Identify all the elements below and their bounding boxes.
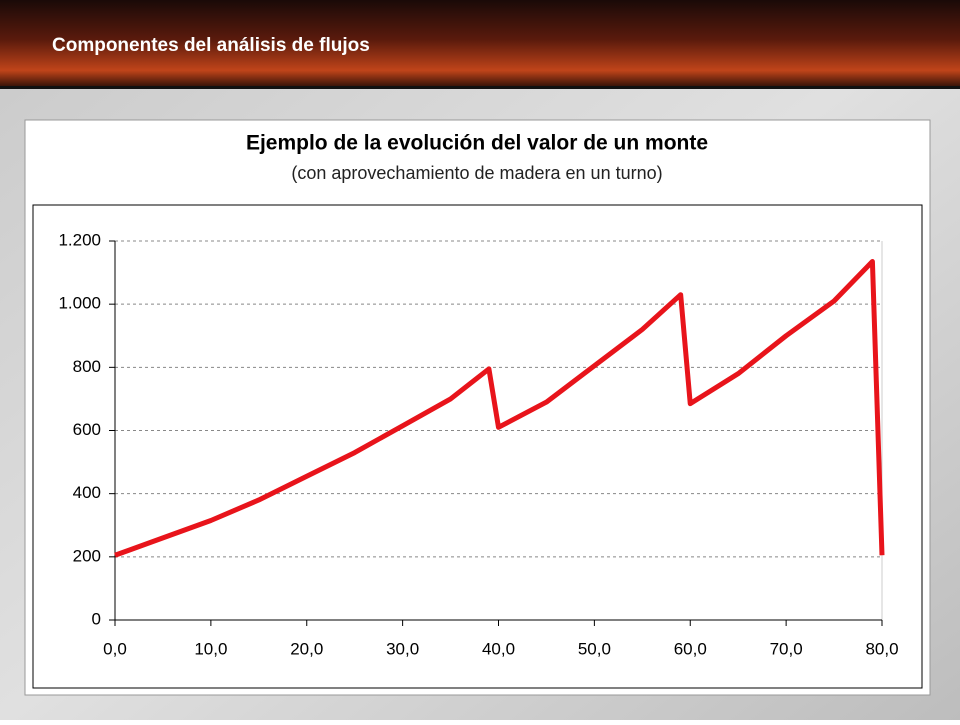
chart-subtitle: (con aprovechamiento de madera en un tur… bbox=[291, 163, 662, 183]
chart-panel bbox=[24, 119, 931, 696]
plot-frame bbox=[32, 204, 923, 689]
x-tick-label: 50,0 bbox=[578, 639, 611, 658]
x-tick-label: 20,0 bbox=[290, 639, 323, 658]
header-rule bbox=[0, 86, 960, 89]
y-tick-label: 1.200 bbox=[58, 230, 101, 249]
x-tick-label: 70,0 bbox=[770, 639, 803, 658]
y-tick-label: 200 bbox=[73, 546, 101, 565]
x-tick-label: 80,0 bbox=[865, 639, 898, 658]
y-tick-label: 600 bbox=[73, 420, 101, 439]
y-tick-label: 1.000 bbox=[58, 294, 101, 313]
header-title: Componentes del análisis de flujos bbox=[52, 35, 370, 56]
x-tick-label: 60,0 bbox=[674, 639, 707, 658]
data-line bbox=[114, 259, 885, 558]
x-tick-label: 40,0 bbox=[482, 639, 515, 658]
y-tick-label: 400 bbox=[73, 483, 101, 502]
x-tick-label: 10,0 bbox=[194, 639, 227, 658]
header-band bbox=[0, 0, 960, 88]
x-tick-label: 0,0 bbox=[103, 639, 127, 658]
chart-title: Ejemplo de la evolución del valor de un … bbox=[246, 132, 708, 155]
y-tick-label: 800 bbox=[73, 357, 101, 376]
y-tick-label: 0 bbox=[92, 609, 101, 628]
x-tick-label: 30,0 bbox=[386, 639, 419, 658]
